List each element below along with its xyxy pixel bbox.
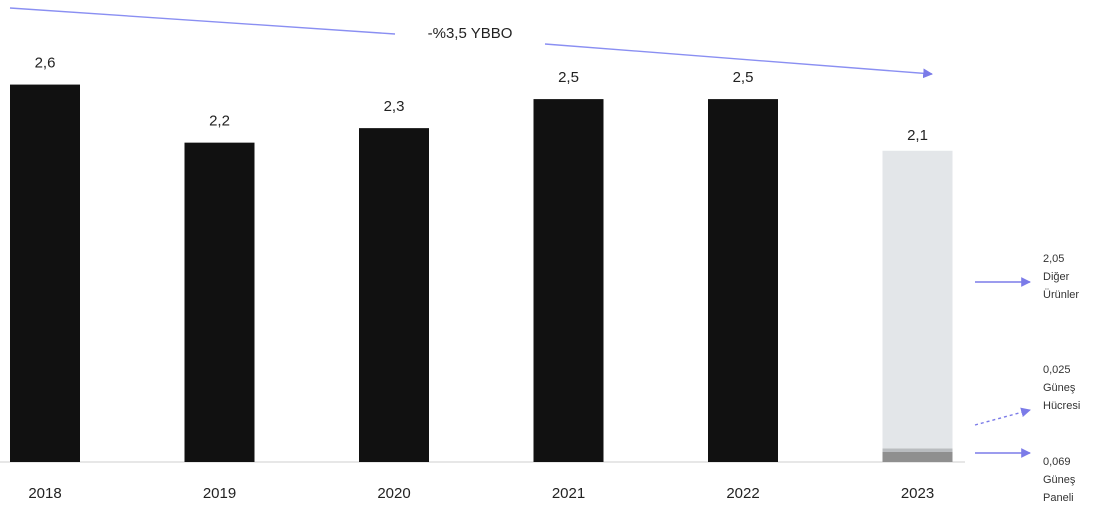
bar-2022 xyxy=(708,99,778,462)
x-tick-2023: 2023 xyxy=(901,485,934,502)
breakdown-value-0: 2,05 xyxy=(1043,253,1064,265)
breakdown-arrow-1 xyxy=(974,407,1031,426)
bar-2018 xyxy=(10,84,80,463)
breakdown-annotations-group: 2,05 Diğer Ürünler 0,025 Güneş Hücresi 0,069 Gü… xyxy=(974,253,1080,504)
bar-segment-2023-1 xyxy=(882,448,953,452)
breakdown-label-1-1: Hücresi xyxy=(1043,400,1080,412)
x-tick-labels-group: 2018 2019 2020 2021 2022 2023 xyxy=(28,485,934,502)
breakdown-label-0-1: Ürünler xyxy=(1043,289,1079,301)
value-label-2020: 2,3 xyxy=(384,98,405,115)
value-labels-group: 2,6 2,2 2,3 2,5 2,5 2,1 xyxy=(35,55,928,145)
breakdown-label-2-1: Paneli xyxy=(1043,492,1074,504)
bar-2019 xyxy=(184,142,255,463)
x-tick-2021: 2021 xyxy=(552,485,585,502)
trend-label: -%3,5 YBBO xyxy=(428,25,513,42)
value-label-2018: 2,6 xyxy=(35,55,56,72)
x-tick-2019: 2019 xyxy=(203,485,236,502)
value-label-2019: 2,2 xyxy=(209,113,230,130)
trend-arrow-left xyxy=(9,7,396,35)
bar-segment-2023-2 xyxy=(882,150,953,449)
x-tick-2018: 2018 xyxy=(28,485,61,502)
value-label-2023: 2,1 xyxy=(907,127,928,144)
breakdown-value-2: 0,069 xyxy=(1043,456,1071,468)
bar-segment-2023-0 xyxy=(882,451,953,462)
value-label-2021: 2,5 xyxy=(558,69,579,86)
breakdown-value-1: 0,025 xyxy=(1043,364,1071,376)
breakdown-label-2-0: Güneş xyxy=(1043,474,1076,486)
x-tick-2022: 2022 xyxy=(726,485,759,502)
x-tick-2020: 2020 xyxy=(377,485,410,502)
breakdown-label-0-0: Diğer xyxy=(1043,271,1070,283)
bar-2020 xyxy=(359,128,429,462)
value-label-2022: 2,5 xyxy=(733,69,754,86)
breakdown-label-1-0: Güneş xyxy=(1043,382,1076,394)
bars-group xyxy=(10,84,953,463)
trend-arrow-right xyxy=(544,43,933,79)
bar-2021 xyxy=(533,99,604,462)
